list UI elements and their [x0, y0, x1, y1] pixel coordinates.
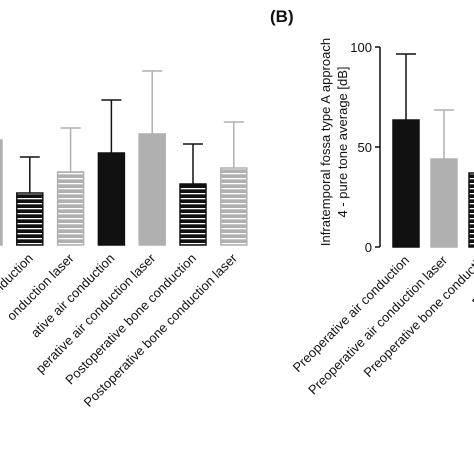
panel-label: (B)	[270, 7, 294, 26]
bar	[430, 158, 458, 248]
bar	[16, 192, 44, 246]
y-tick-label: 0	[365, 240, 372, 255]
bar	[468, 172, 474, 248]
bar	[97, 152, 126, 246]
y-tick-label: 50	[358, 140, 372, 155]
bar	[220, 167, 248, 246]
y-axis-label: Infratemporal fossa type A approach	[318, 38, 333, 246]
bar	[138, 133, 166, 246]
y-tick-label: 100	[350, 40, 372, 55]
bar	[392, 119, 420, 248]
bar	[56, 171, 85, 246]
bar	[179, 183, 207, 246]
bar	[0, 139, 3, 246]
x-tick-label: Preoperative air conduction laser	[305, 252, 450, 397]
y-axis-label: 4 - pure tone average [dB]	[335, 66, 350, 217]
